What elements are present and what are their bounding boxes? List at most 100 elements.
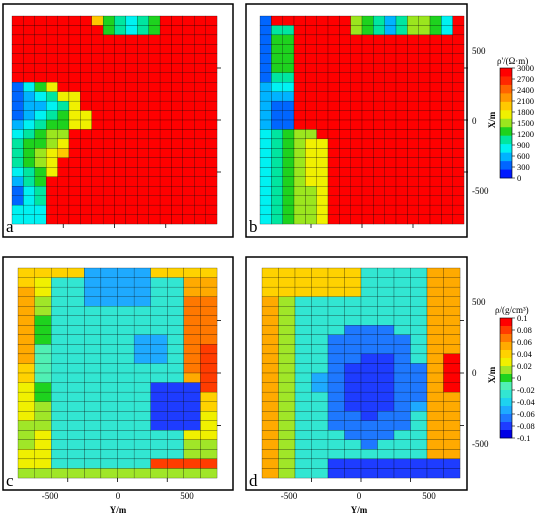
panel-a-cell — [11, 63, 24, 73]
panel-a-cell — [46, 53, 58, 64]
panel-a-cell — [148, 204, 161, 215]
panel-a-cell — [137, 138, 149, 149]
panel-c-cell — [34, 382, 52, 393]
panel-b-cell — [452, 53, 465, 64]
panel-c-cell — [84, 363, 102, 374]
panel-d-cell — [344, 382, 362, 393]
panel-a-cell — [46, 148, 58, 158]
panel-c-cell — [51, 449, 68, 460]
panel-b-cell — [339, 44, 351, 54]
panel-b-cell — [305, 15, 317, 26]
panel-d-cell — [443, 267, 461, 278]
panel-d-ytick-500: 500 — [472, 297, 486, 307]
panel-b-cell — [305, 138, 317, 149]
panel-b-cell — [418, 148, 431, 158]
panel-d-cell — [443, 334, 461, 345]
panel-a-cell — [194, 110, 206, 121]
panel-d-cell — [426, 286, 444, 297]
panel-d-cell — [393, 420, 411, 431]
panel-d-cell — [278, 315, 296, 326]
panel-b-cell — [452, 25, 465, 36]
panel-b-cell — [316, 119, 329, 130]
panel-b-cell — [429, 110, 442, 121]
panel-d-cell — [311, 372, 329, 383]
panel-b-axis-ticks — [310, 67, 468, 228]
panel-b-cell — [316, 148, 329, 158]
panel-d-cell — [344, 439, 362, 450]
panel-a-cell — [114, 100, 127, 111]
panel-b-cell — [271, 214, 283, 225]
panel-a-cell — [125, 34, 138, 45]
panel-a-cell — [57, 91, 70, 102]
panel-c-cell — [167, 382, 185, 393]
panel-a-cell — [102, 34, 115, 45]
panel-a-cell — [11, 148, 24, 158]
panel-c-cell — [34, 306, 52, 316]
panel-b-cell — [271, 91, 283, 102]
panel-d-cell — [377, 267, 395, 278]
panel-a-cell — [46, 119, 58, 130]
panel-d-cell — [261, 391, 279, 402]
panel-a-cell — [148, 119, 161, 130]
panel-b-cell — [418, 91, 431, 102]
panel-b-cell — [316, 91, 329, 102]
panel-b-cell — [373, 63, 385, 73]
panel-b-cell — [259, 129, 272, 140]
panel-c-cell — [133, 382, 151, 393]
panel-d-cell — [261, 334, 279, 345]
panel-a-cell — [125, 82, 138, 92]
panel-c-cell — [34, 372, 52, 383]
panel-d-cell — [311, 411, 329, 421]
panel-b-cell — [361, 44, 374, 54]
panel-a-cell — [68, 82, 81, 92]
panel-a-cell — [137, 82, 149, 92]
colorbar-swatch — [500, 318, 512, 327]
panel-a-cell — [205, 34, 218, 45]
panel-b-cell — [429, 167, 442, 177]
colorbar-swatch — [500, 382, 512, 391]
panel-b-cell — [384, 34, 397, 45]
panel-c-cell — [34, 391, 52, 402]
panel-c-cell — [34, 296, 52, 307]
panel-a-cell — [159, 44, 172, 54]
panel-a-cell — [205, 53, 218, 64]
panel-b-cell — [384, 186, 397, 196]
panel-a-cell — [114, 53, 127, 64]
panel-b-cell — [339, 138, 351, 149]
panel-b-cell — [282, 63, 295, 73]
panel-a-cell — [57, 167, 70, 177]
panel-b-cell — [271, 129, 283, 140]
panel-a-cell — [91, 176, 104, 187]
panel-a-cell — [46, 44, 58, 54]
panel-b-cell — [441, 82, 453, 92]
panel-a-cell — [11, 53, 24, 64]
panel-a-cell — [137, 176, 149, 187]
panel-c-cell — [51, 420, 68, 431]
panel-b-cell — [316, 34, 329, 45]
panel-b-cell — [441, 148, 453, 158]
panel-a-cell — [114, 63, 127, 73]
panel-a-cell — [171, 157, 184, 168]
panel-c-cell — [200, 468, 218, 479]
panel-b-cell — [395, 110, 408, 121]
panel-c-cell — [67, 372, 85, 383]
panel-d-cell — [327, 382, 345, 393]
panel-c-label: c — [6, 471, 14, 490]
panel-c-cell — [183, 363, 201, 374]
panel-a-cell — [205, 214, 218, 225]
panel-a-cell — [148, 44, 161, 54]
panel-a-cell — [194, 176, 206, 187]
panel-a-cell — [46, 110, 58, 121]
panel-a-cell — [194, 214, 206, 225]
panel-c-cell — [67, 277, 85, 288]
panel-b-cell — [293, 204, 306, 215]
panel-b-cell — [271, 15, 283, 26]
panel-d: d -500 0 500 Y/m 500 0 -500 X/m — [245, 256, 497, 515]
panel-b-cell — [441, 157, 453, 168]
panel-b-cell — [407, 100, 419, 111]
panel-d-cell — [278, 458, 296, 469]
panel-c-cell — [34, 334, 52, 345]
panel-b-cell — [350, 100, 363, 111]
panel-a-cell — [68, 148, 81, 158]
